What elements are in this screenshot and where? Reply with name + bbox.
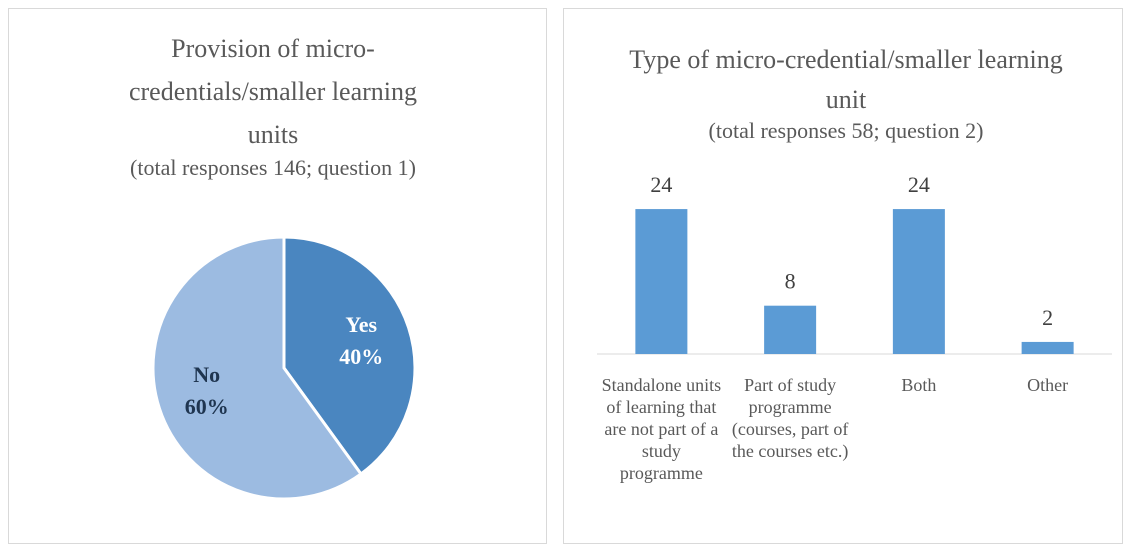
x-tick-label: Standalone units of learning that are no… [601, 375, 722, 483]
bar [892, 209, 945, 354]
x-tick-label: Both [901, 375, 937, 395]
data-label: 24 [650, 172, 672, 197]
data-label: 2 [1042, 305, 1053, 330]
x-tick-label: Other [1027, 375, 1069, 395]
slice-label: Yes [345, 312, 377, 337]
x-tick-label: Part of study programme (courses, part o… [731, 375, 849, 461]
slice-value: 40% [339, 344, 383, 369]
chart-subtitle: (total responses 58; question 2) [708, 118, 984, 143]
chart-title: Provision of micro-credentials/smaller l… [128, 34, 418, 149]
chart-subtitle: (total responses 146; question 1) [130, 155, 416, 180]
pie-slice [151, 235, 364, 501]
pie-slice [282, 235, 417, 477]
bar [1021, 341, 1074, 354]
bar [764, 305, 817, 354]
slice-value: 60% [185, 394, 229, 419]
data-label: 24 [908, 172, 930, 197]
data-label: 8 [785, 269, 796, 294]
chart-title: Type of micro-credential/smaller learnin… [629, 45, 1063, 114]
bar [635, 209, 688, 354]
slice-label: No [193, 362, 220, 387]
